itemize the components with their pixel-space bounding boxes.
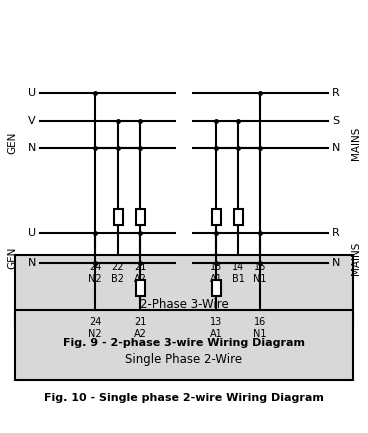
Text: S: S [332,116,340,126]
Text: 16: 16 [254,317,266,327]
Text: A2: A2 [134,329,146,339]
Text: A1: A1 [210,329,222,339]
Text: N: N [28,143,36,153]
Bar [212,280,220,296]
Text: N: N [28,258,36,268]
Text: U: U [28,228,36,238]
Text: Fig. 9 - 2-phase 3-wire Wiring Diagram: Fig. 9 - 2-phase 3-wire Wiring Diagram [63,338,305,348]
Text: B1: B1 [231,274,244,284]
Text: 22: 22 [112,262,124,272]
Text: 13: 13 [210,317,222,327]
Text: 14: 14 [232,262,244,272]
Text: N2: N2 [88,329,102,339]
Text: GEN: GEN [7,132,17,154]
Bar [113,209,123,225]
Text: MAINS: MAINS [351,241,361,275]
Text: Fig. 10 - Single phase 2-wire Wiring Diagram: Fig. 10 - Single phase 2-wire Wiring Dia… [44,393,324,403]
Text: V: V [28,116,36,126]
Text: B2: B2 [112,274,124,284]
Text: 21: 21 [134,317,146,327]
Text: 2-Phase 3-Wire: 2-Phase 3-Wire [139,298,229,311]
Bar [15,255,353,325]
Text: U: U [28,88,36,98]
Text: N: N [332,258,340,268]
Text: R: R [332,228,340,238]
Text: 21: 21 [134,262,146,272]
Bar [15,310,353,380]
Text: GEN: GEN [7,247,17,269]
Text: Single Phase 2-Wire: Single Phase 2-Wire [125,353,243,366]
Text: 16: 16 [254,262,266,272]
Text: N1: N1 [253,329,267,339]
Text: A1: A1 [210,274,222,284]
Text: 13: 13 [210,262,222,272]
Text: 24: 24 [89,262,101,272]
Bar [135,209,145,225]
Bar [135,280,145,296]
Text: MAINS: MAINS [351,126,361,160]
Text: R: R [332,88,340,98]
Text: N1: N1 [253,274,267,284]
Text: N2: N2 [88,274,102,284]
Bar [212,209,220,225]
Text: A2: A2 [134,274,146,284]
Text: N: N [332,143,340,153]
Text: 24: 24 [89,317,101,327]
Bar [234,209,243,225]
